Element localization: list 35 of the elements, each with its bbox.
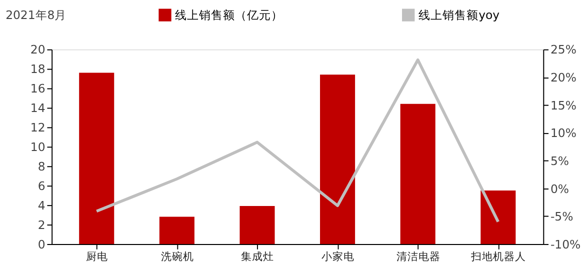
x-tick-label: 扫地机器人 [470,250,526,264]
y2-tick-label: -10% [550,237,581,252]
x-tick-label: 洗碗机 [160,250,194,264]
y-tick-label: 0 [38,237,46,252]
y2-tick-label: 5% [550,154,569,168]
y2-tick-label: 25% [550,42,576,57]
line-series [95,58,500,224]
legend-label: 线上销售额yoy [418,8,500,22]
bar [400,104,436,244]
y-tick-label: 18 [30,62,46,76]
y-tick-label: 2 [38,218,46,232]
y2-tick-label: 10% [550,126,576,140]
chart-title: 2021年8月 [6,8,67,22]
y2-tick-label: 0% [550,182,569,196]
y2-tick-label: -5% [550,210,574,224]
x-tick-label: 集成灶 [241,250,274,264]
y-tick-label: 12 [30,120,46,135]
bar [320,74,356,244]
x-tick-label: 清洁电器 [396,250,440,264]
bar [240,206,275,244]
y-tick-label: 16 [30,82,46,96]
y-tick-label: 8 [38,160,46,174]
y2-tick-label: 20% [550,70,576,85]
legend-label: 线上销售额（亿元） [175,8,284,22]
y-tick-label: 6 [38,179,46,193]
y-tick-label: 20 [30,42,46,57]
x-tick-label: 厨电 [86,250,108,264]
bar [79,72,114,244]
bar [159,216,194,244]
x-tick-label: 小家电 [322,250,355,264]
y-tick-label: 4 [38,198,46,212]
y-tick-label: 10 [30,140,46,154]
y-tick-label: 14 [30,101,46,116]
y2-tick-label: 15% [550,98,576,112]
bar [480,190,516,244]
